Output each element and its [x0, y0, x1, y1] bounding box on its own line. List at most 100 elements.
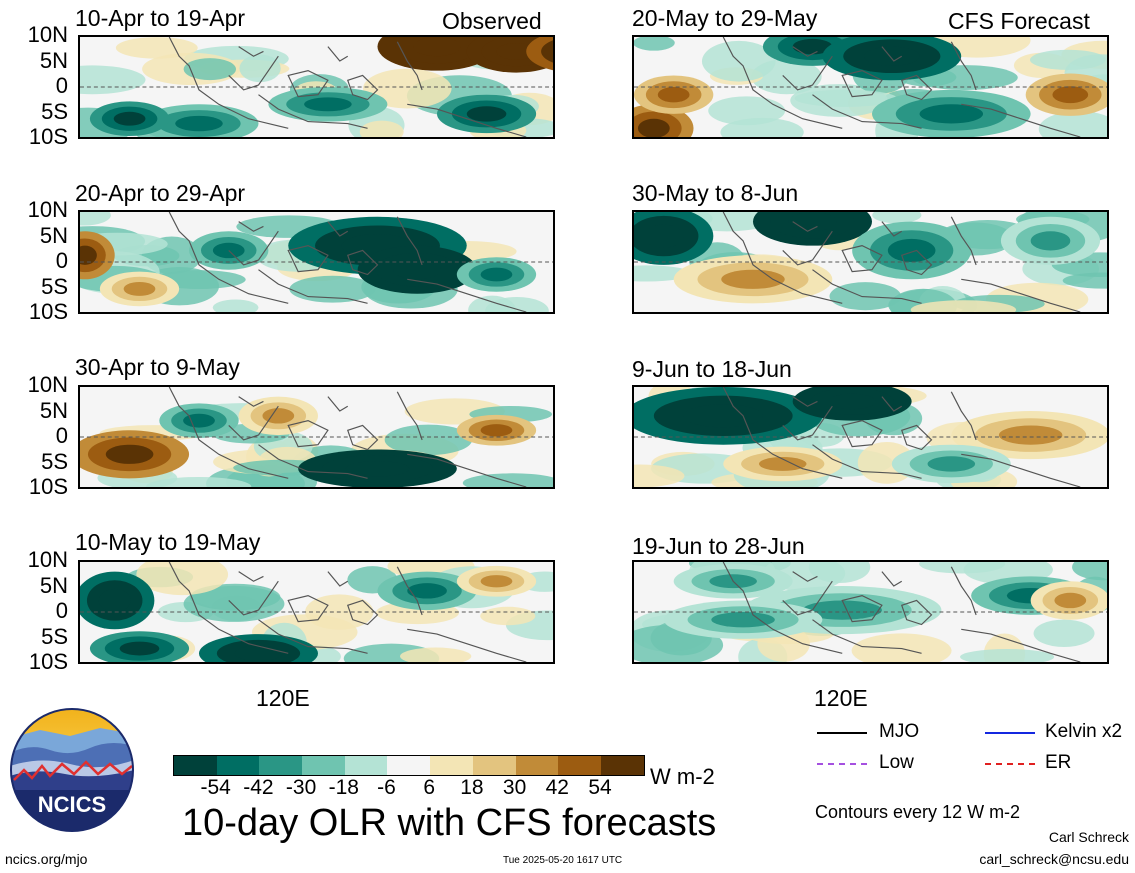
- lat-tick-label: 5S: [41, 98, 68, 124]
- olr-anomaly-core: [175, 115, 223, 132]
- olr-anomaly-core: [887, 238, 936, 262]
- olr-anomaly-patch: [634, 464, 685, 487]
- lat-tick-label: 10S: [28, 299, 68, 324]
- lat-tick-label: 5S: [41, 623, 68, 649]
- colorbar-tick-label: -18: [328, 776, 359, 799]
- olr-anomaly-core: [711, 612, 775, 628]
- lat-tick-label: 10N: [27, 372, 68, 397]
- coastline-path: [228, 405, 279, 441]
- coastline-path: [327, 571, 349, 587]
- coastline-path: [168, 387, 289, 479]
- olr-anomaly-core: [480, 424, 513, 437]
- lat-tick-label: 10S: [28, 474, 68, 499]
- panel-title-fc-4: 19-Jun to 28-Jun: [632, 533, 805, 559]
- olr-anomaly-core: [683, 404, 763, 428]
- colorbar: [173, 755, 645, 776]
- coastline-path: [346, 599, 379, 626]
- olr-field: [634, 387, 1107, 487]
- map-panel-fc-4: [632, 560, 1109, 664]
- panel-tag-cfs-forecast: CFS Forecast: [948, 8, 1090, 34]
- colorbar-swatch: [600, 756, 644, 775]
- olr-anomaly-patch: [115, 37, 198, 59]
- coastline-path: [812, 94, 922, 129]
- olr-field: [634, 562, 1107, 662]
- colorbar-swatch: [259, 756, 303, 775]
- panel-title-obs-2: 20-Apr to 29-Apr: [75, 180, 246, 206]
- olr-anomaly-patch: [1033, 619, 1095, 648]
- olr-anomaly-patch: [851, 633, 952, 662]
- olr-anomaly-patch: [212, 299, 259, 312]
- olr-anomaly-core: [802, 600, 882, 620]
- footer-email[interactable]: carl_schreck@ncsu.edu: [979, 851, 1129, 867]
- olr-anomaly-patch: [183, 58, 237, 81]
- coastline-path: [881, 46, 903, 62]
- lat-tick-label: 10N: [27, 22, 68, 47]
- coastline-path: [961, 628, 1081, 662]
- colorbar-tick-label: -42: [243, 776, 274, 799]
- coastline-path: [228, 230, 279, 266]
- colorbar-swatch: [216, 756, 260, 775]
- logo-text: NCICS: [37, 792, 107, 817]
- olr-anomaly-core: [234, 645, 283, 662]
- coastlines: [722, 387, 1081, 487]
- coastline-path: [841, 245, 883, 273]
- map-panel-fc-1: [632, 35, 1109, 139]
- colorbar-swatch: [558, 756, 601, 775]
- olr-anomaly-core: [212, 242, 245, 259]
- olr-anomaly-core: [119, 641, 160, 656]
- coastline-path: [396, 41, 423, 91]
- colorbar-tick-label: 54: [588, 776, 612, 799]
- coastline-path: [812, 269, 922, 304]
- colorbar-tick-label: 6: [423, 776, 436, 799]
- lat-tick-label: 10N: [27, 547, 68, 572]
- map-panel-fc-3: [632, 385, 1109, 489]
- colorbar-tick-label: -6: [377, 776, 396, 799]
- coastline-path: [238, 571, 264, 582]
- coastline-path: [168, 212, 289, 304]
- olr-anomaly-core: [413, 37, 461, 57]
- colorbar-tick-label: -30: [285, 776, 317, 799]
- olr-anomaly-patch: [794, 89, 897, 107]
- panel-title-obs-4: 10-May to 19-May: [75, 529, 261, 555]
- panel-title-obs-3: 30-Apr to 9-May: [75, 354, 240, 380]
- contour-note: Contours every 12 W m-2: [815, 802, 1021, 822]
- coastline-path: [407, 628, 527, 662]
- olr-anomaly-patch: [480, 606, 536, 626]
- coastline-path: [900, 599, 933, 626]
- coastline-path: [407, 103, 527, 137]
- olr-anomaly-core: [496, 42, 537, 60]
- lat-tick-label: 10S: [28, 124, 68, 149]
- panel-tag-observed: Observed: [442, 8, 542, 34]
- olr-anomaly-patch: [960, 649, 1055, 662]
- olr-anomaly-core: [466, 106, 507, 122]
- olr-anomaly-patch: [362, 68, 452, 109]
- lat-tick-label: 0: [55, 248, 68, 273]
- lat-tick-label: 5N: [39, 222, 68, 248]
- olr-anomaly-core: [792, 38, 833, 55]
- panel-title-fc-2: 30-May to 8-Jun: [632, 180, 799, 206]
- lat-tick-label: 0: [55, 423, 68, 448]
- map-panel-obs-3: [78, 385, 555, 489]
- olr-field: [80, 37, 553, 137]
- coastlines: [722, 562, 1081, 662]
- coastline-path: [950, 216, 977, 266]
- colorbar-swatch: [174, 756, 217, 775]
- coastline-path: [950, 566, 977, 616]
- olr-anomaly-core: [828, 393, 876, 410]
- olr-anomaly-core: [393, 260, 441, 280]
- map-panel-fc-2: [632, 210, 1109, 314]
- olr-anomaly-core: [105, 444, 154, 464]
- colorbar-unit: W m-2: [650, 764, 715, 789]
- colorbar-swatch: [515, 756, 559, 775]
- olr-anomaly-core: [998, 425, 1063, 445]
- coastline-path: [168, 37, 289, 129]
- olr-anomaly-patch: [136, 562, 229, 596]
- colorbar-swatch: [344, 756, 388, 775]
- coastline-path: [346, 74, 379, 101]
- coastline-path: [812, 444, 922, 479]
- coastline-path: [812, 619, 922, 654]
- colorbar-swatch: [387, 756, 431, 775]
- footer-url[interactable]: ncics.org/mjo: [5, 851, 88, 867]
- lat-tick-label: 10S: [28, 649, 68, 674]
- coastline-path: [782, 230, 833, 266]
